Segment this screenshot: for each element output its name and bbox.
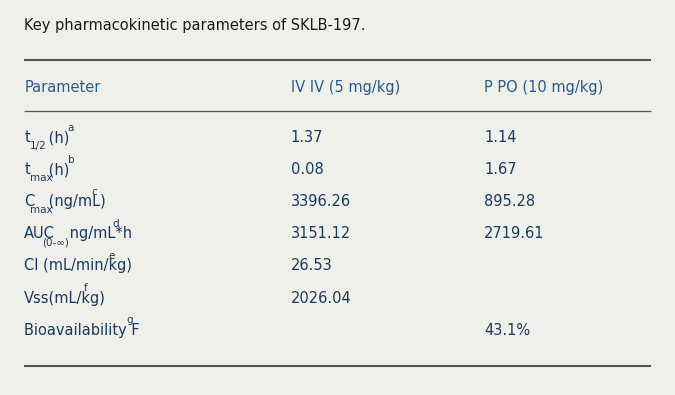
Text: max: max — [30, 205, 53, 215]
Text: 1.14: 1.14 — [484, 130, 516, 145]
Text: Key pharmacokinetic parameters of SKLB-197.: Key pharmacokinetic parameters of SKLB-1… — [24, 18, 366, 33]
Text: 1/2: 1/2 — [30, 141, 47, 151]
Text: 2719.61: 2719.61 — [484, 226, 545, 241]
Text: f: f — [84, 283, 88, 293]
Text: Bioavailability F: Bioavailability F — [24, 323, 140, 338]
Text: max: max — [30, 173, 53, 183]
Text: d: d — [113, 219, 119, 229]
Text: 0.08: 0.08 — [291, 162, 323, 177]
Text: 2026.04: 2026.04 — [291, 291, 352, 306]
Text: IV IV (5 mg/kg): IV IV (5 mg/kg) — [291, 80, 400, 95]
Text: (ng/mL): (ng/mL) — [44, 194, 105, 209]
Text: Vss(mL/kg): Vss(mL/kg) — [24, 291, 106, 306]
Text: b: b — [68, 155, 74, 165]
Text: e: e — [108, 251, 115, 261]
Text: 43.1%: 43.1% — [484, 323, 531, 338]
Text: 3396.26: 3396.26 — [291, 194, 351, 209]
Text: ng/mL*h: ng/mL*h — [65, 226, 132, 241]
Text: t: t — [24, 130, 30, 145]
Text: 1.67: 1.67 — [484, 162, 517, 177]
Text: Cl (mL/min/kg): Cl (mL/min/kg) — [24, 258, 132, 273]
Text: P PO (10 mg/kg): P PO (10 mg/kg) — [484, 80, 603, 95]
Text: t: t — [24, 162, 30, 177]
Text: C: C — [24, 194, 34, 209]
Text: (h): (h) — [44, 130, 69, 145]
Text: c: c — [92, 187, 97, 197]
Text: 1.37: 1.37 — [291, 130, 323, 145]
Text: Parameter: Parameter — [24, 80, 101, 95]
Text: a: a — [68, 123, 74, 133]
Text: 26.53: 26.53 — [291, 258, 333, 273]
Text: (0-∞): (0-∞) — [42, 237, 69, 247]
Text: 895.28: 895.28 — [484, 194, 535, 209]
Text: 3151.12: 3151.12 — [291, 226, 351, 241]
Text: g: g — [126, 316, 133, 325]
Text: (h): (h) — [44, 162, 69, 177]
Text: AUC: AUC — [24, 226, 55, 241]
